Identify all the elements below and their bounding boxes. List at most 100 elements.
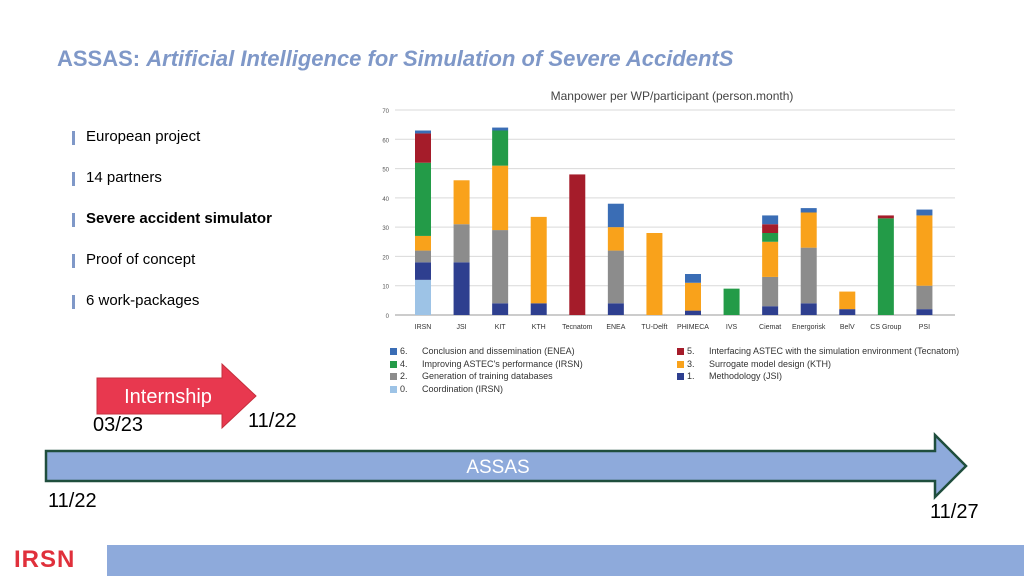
bar-segment [762,215,779,225]
bar-segment [877,215,894,219]
bar-segment [916,215,933,286]
bar-segment [916,285,933,310]
bar-segment [800,208,817,213]
bullet-mark [72,131,75,145]
bar-segment [685,274,701,283]
bar-segment [607,250,624,304]
x-tick-label: JSI [457,324,467,331]
legend-number: 0. [400,383,408,394]
legend-label: Coordination (IRSN) [422,383,504,394]
bar-segment [415,130,431,134]
x-tick-label: PSI [919,324,930,331]
x-tick-label: IVS [726,324,738,331]
y-tick-label: 70 [382,109,389,115]
chart-legend: 6. Conclusion and dissemination (ENEA) 5. I… [390,346,990,398]
bar-segment [453,262,470,315]
bar-segment [685,282,701,311]
bar-segment [607,227,624,251]
bar-segment [607,303,624,315]
legend-swatch [677,348,684,355]
bar-segment [762,276,779,307]
project-arrow [44,431,968,501]
bar-segment [492,130,509,166]
bar-segment [492,165,509,231]
bar-segment [492,230,509,304]
y-tick-label: 50 [382,168,389,174]
bar-segment [492,303,509,315]
y-tick-label: 10 [382,285,389,291]
bar-segment [415,235,431,251]
bar-segment [646,233,663,315]
legend-number: 2. [400,371,408,381]
y-tick-label: 0 [386,314,390,320]
bar-segment [800,247,817,304]
bullet-item: European project [72,128,332,150]
internship-label: Internship [124,386,212,408]
bullet-text: 6 work-packages [86,292,200,309]
bar-segment [492,127,509,131]
bar-segment [916,209,933,216]
bar-segment [839,309,856,315]
project-start-date: 11/22 [48,490,97,512]
bar-segment [762,241,779,277]
bullet-mark [72,213,75,227]
x-tick-label: IRSN [415,324,432,331]
legend-number: 3. [687,358,695,369]
bar-segment [530,303,547,315]
y-tick-label: 40 [382,197,389,203]
legend-label: Generation of training databases [422,371,553,381]
bar-segment [762,233,779,242]
project-end-date: 11/27 [930,501,979,523]
y-tick-label: 60 [382,138,389,144]
x-tick-label: ENEA [606,324,625,331]
footer-bar [107,545,1024,576]
internship-start-date: 03/23 [93,414,144,436]
x-tick-label: KIT [495,324,507,331]
legend-label: Conclusion and dissemination (ENEA) [422,346,575,356]
legend-swatch [677,360,684,368]
legend-number: 5. [687,346,695,356]
project-label: ASSAS [466,457,529,478]
bar-segment [415,262,431,280]
page-title: ASSAS: Artificial Intelligence for Simul… [57,46,733,72]
bar-segment [916,309,933,315]
legend-swatch [390,373,397,380]
bar-segment [453,224,470,263]
x-tick-label: CS Group [870,324,901,331]
bar-segment [607,203,624,228]
legend-label: Surrogate model design (KTH) [709,358,832,369]
x-tick-label: TU-Delft [641,324,667,331]
bar-segment [762,306,779,315]
bar-segment [877,218,894,315]
x-tick-label: Energorisk [792,324,826,331]
legend-label: Interfacing ASTEC with the simulation en… [709,346,960,356]
legend-number: 4. [400,358,408,369]
bar-segment [453,180,470,225]
bar-segment [685,310,701,315]
x-tick-label: Ciemat [759,324,781,331]
legend-swatch [390,348,397,355]
x-tick-label: BelV [840,324,855,331]
legend-number: 6. [400,346,408,356]
bar-segment [415,162,431,236]
bullet-item: 6 work-packages [72,292,332,314]
y-tick-label: 30 [382,226,389,232]
bullet-text: 14 partners [86,169,162,186]
bar-segment [415,133,431,163]
bullet-mark [72,172,75,186]
manpower-chart: Manpower per WP/participant (person.mont… [382,89,955,331]
bullet-mark [72,295,75,309]
irsn-logo: IRSN [14,546,76,573]
y-tick-label: 20 [382,255,389,261]
legend-label: Methodology (JSI) [709,371,783,381]
x-tick-label: PHIMECA [677,324,709,331]
legend-swatch [390,385,397,393]
bullet-item: Severe accident simulator [72,210,332,232]
bar-segment [839,291,856,310]
bullet-item: 14 partners [72,169,332,191]
bullet-item: Proof of concept [72,251,332,273]
legend-label: Improving ASTEC's performance (IRSN) [422,358,583,369]
bar-segment [800,212,817,248]
internship-arrow [96,362,257,430]
